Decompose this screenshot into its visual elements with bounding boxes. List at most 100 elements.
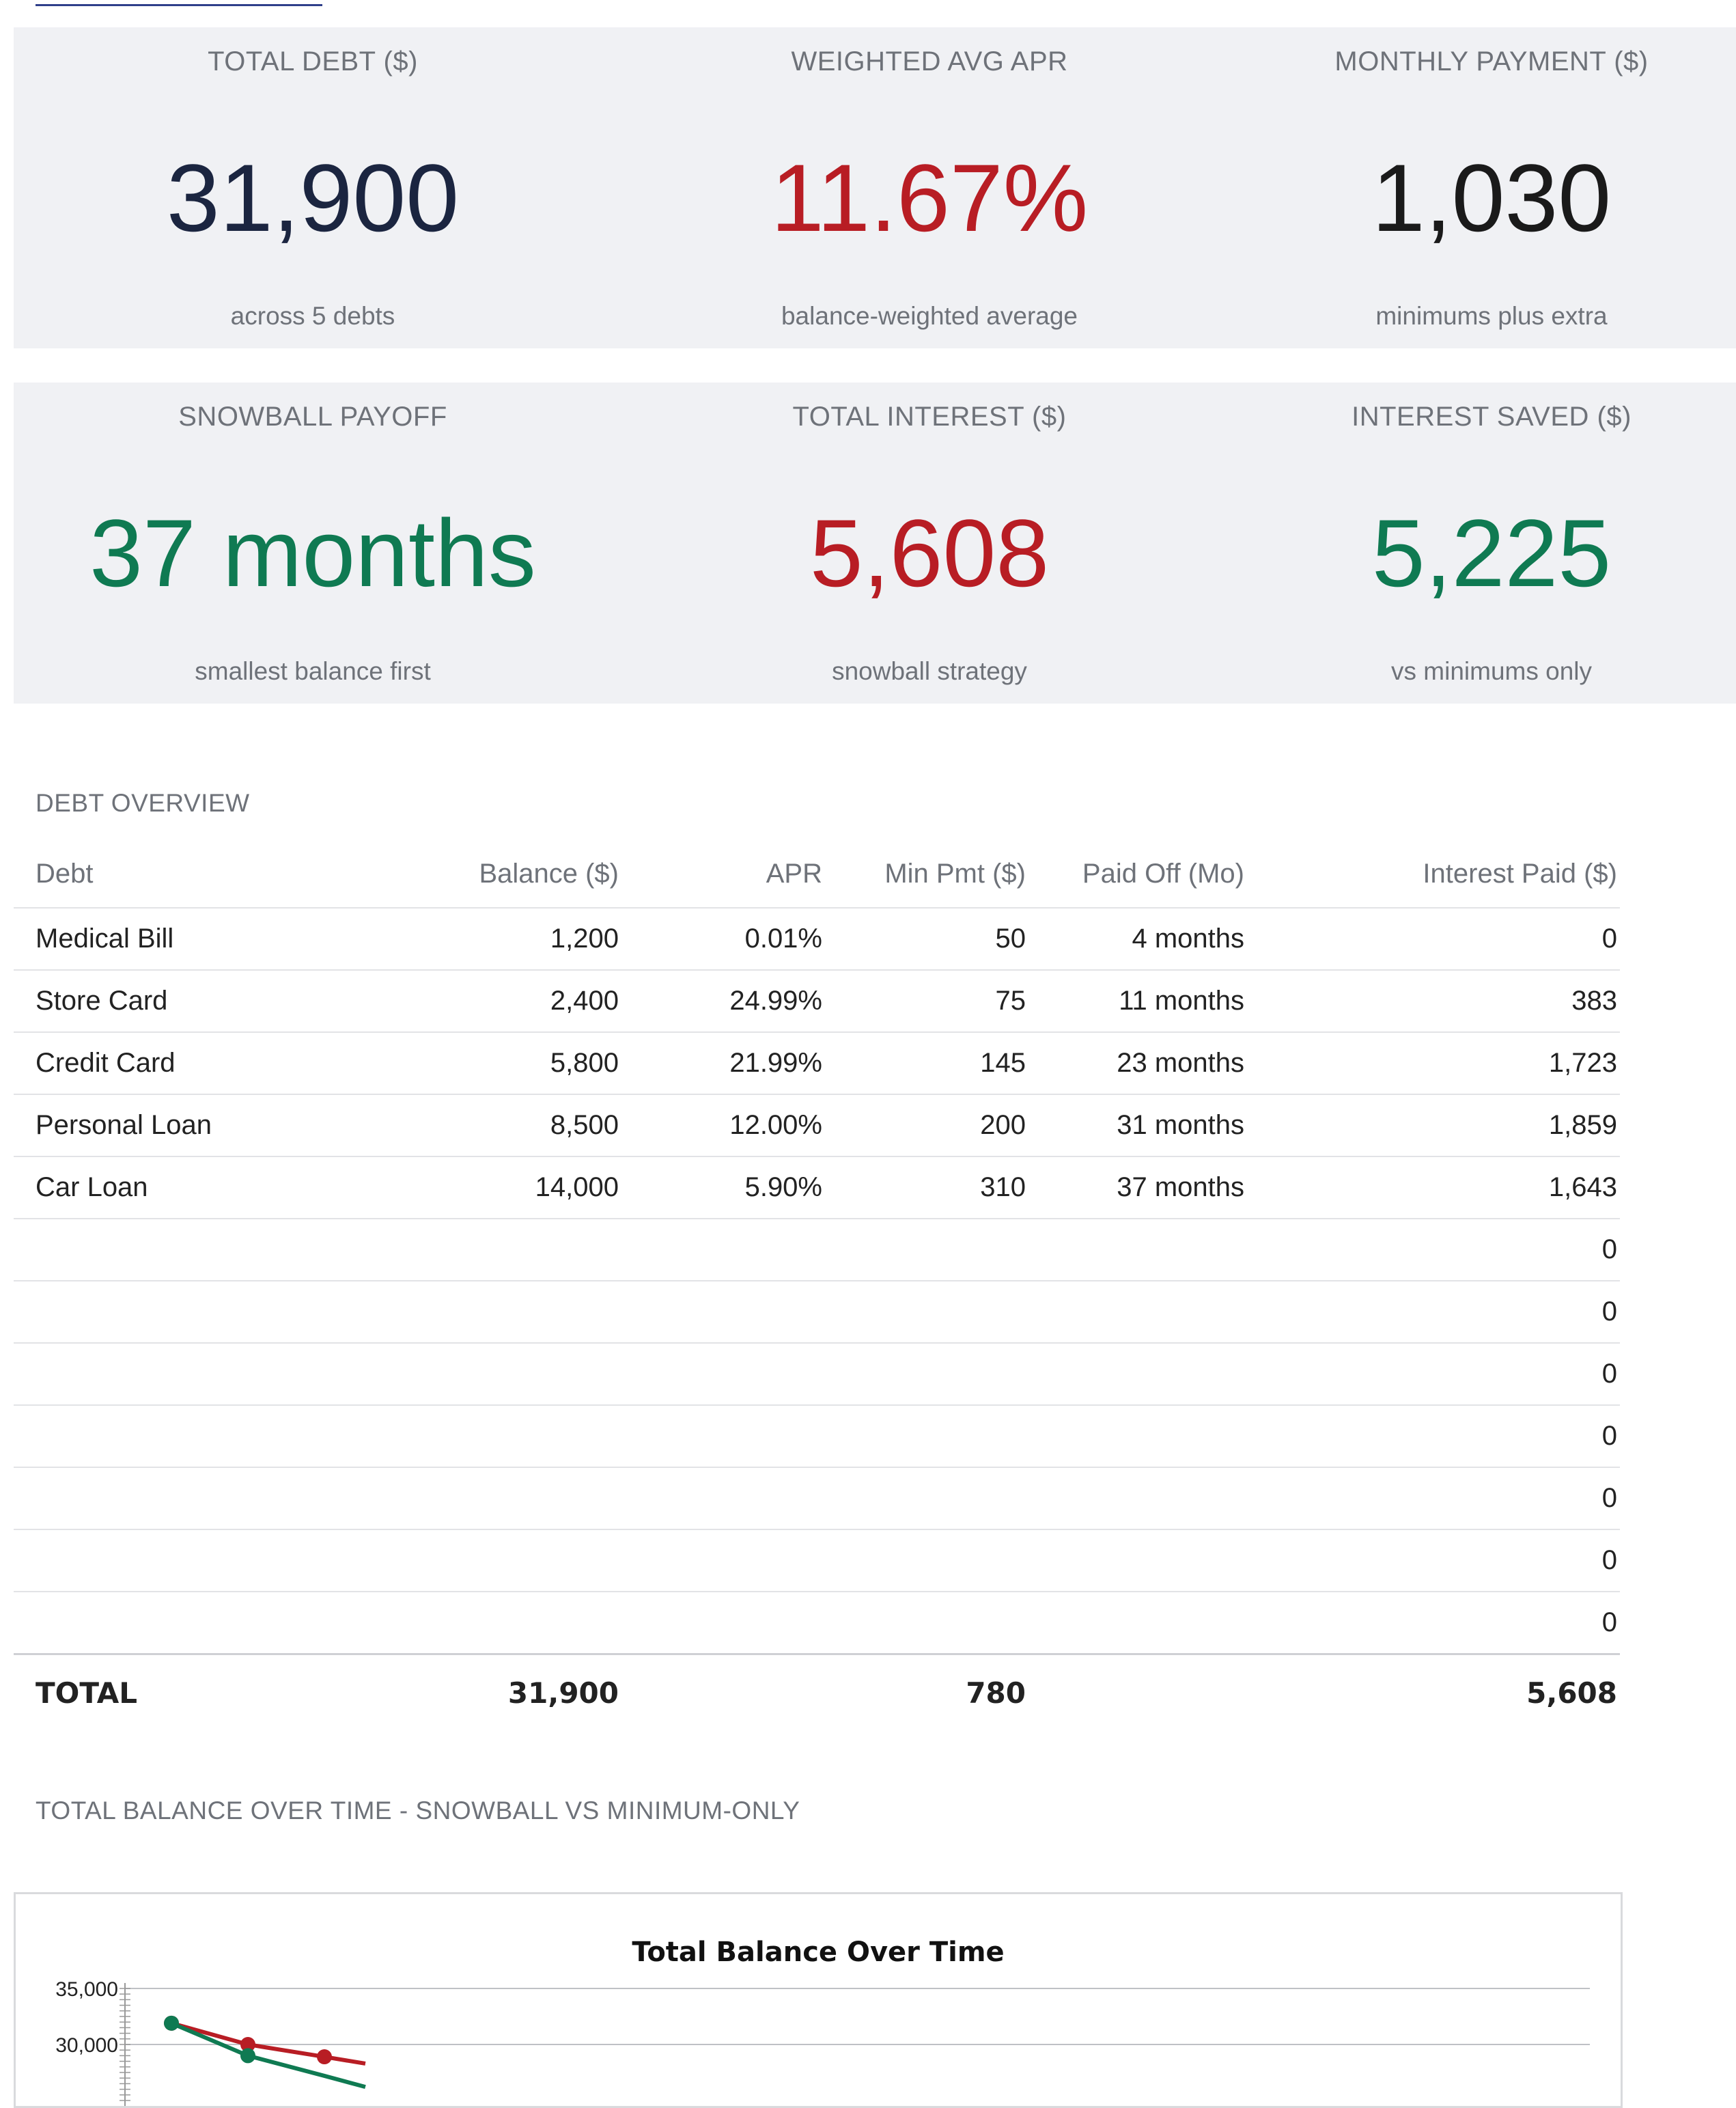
kpi-value: 31,900 xyxy=(166,144,460,251)
cell-debt: Credit Card xyxy=(14,1032,407,1095)
cell-paid-off: 11 months xyxy=(1028,970,1247,1033)
cell-min-pmt xyxy=(825,1592,1028,1655)
balance-chart: Total Balance Over Time 35,000 30,000 xyxy=(14,1892,1623,2108)
cell-min-pmt: 200 xyxy=(825,1094,1028,1157)
cell-interest: 0 xyxy=(1247,1592,1620,1655)
kpi-snowball-payoff: SNOWBALL PAYOFF 37 months smallest balan… xyxy=(14,383,612,704)
cell-min-pmt xyxy=(825,1405,1028,1468)
cell-apr: 24.99% xyxy=(621,970,825,1033)
kpi-value: 5,608 xyxy=(809,499,1050,607)
cell-apr xyxy=(621,1343,825,1406)
cell-paid-off xyxy=(1028,1467,1247,1530)
chart-plot: 35,000 30,000 xyxy=(55,1978,1590,2106)
table-row: 0 xyxy=(14,1592,1620,1655)
cell-interest: 0 xyxy=(1247,1405,1620,1468)
cell-balance: 8,500 xyxy=(407,1094,621,1157)
table-row: 0 xyxy=(14,1529,1620,1592)
column-header-apr: APR xyxy=(621,840,825,909)
cell-min-pmt: 50 xyxy=(825,908,1028,971)
kpi-value: 5,225 xyxy=(1371,499,1612,607)
cell-interest: 1,643 xyxy=(1247,1156,1620,1219)
cell-apr: 21.99% xyxy=(621,1032,825,1095)
cell-apr xyxy=(621,1529,825,1592)
kpi-value: 11.67% xyxy=(770,144,1089,251)
total-interest-paid: 5,608 xyxy=(1247,1653,1620,1730)
table-header-row: Debt Balance ($) APR Min Pmt ($) Paid Of… xyxy=(14,840,1620,909)
series-line-1 xyxy=(171,2021,366,2066)
table-row: 0 xyxy=(14,1467,1620,1530)
total-min-pmt: 780 xyxy=(825,1653,1028,1730)
kpi-interest-saved: INTEREST SAVED ($) 5,225 vs minimums onl… xyxy=(1247,383,1736,704)
data-point xyxy=(240,2037,255,2052)
kpi-subtext: smallest balance first xyxy=(195,657,431,685)
top-link-underline[interactable] xyxy=(36,0,322,6)
cell-apr: 5.90% xyxy=(621,1156,825,1219)
cell-balance xyxy=(407,1219,621,1281)
cell-paid-off xyxy=(1028,1405,1247,1468)
cell-paid-off: 4 months xyxy=(1028,908,1247,971)
column-header-min-pmt: Min Pmt ($) xyxy=(825,840,1028,909)
cell-apr xyxy=(621,1405,825,1468)
kpi-row-strategy: SNOWBALL PAYOFF 37 months smallest balan… xyxy=(14,383,1736,704)
table-total-row: TOTAL 31,900 780 5,608 xyxy=(14,1653,1620,1730)
table-row: 0 xyxy=(14,1219,1620,1281)
kpi-subtext: snowball strategy xyxy=(832,657,1027,685)
cell-apr xyxy=(621,1592,825,1655)
chart-title: Total Balance Over Time xyxy=(632,1937,1005,1968)
cell-debt xyxy=(14,1467,407,1530)
kpi-label: TOTAL DEBT ($) xyxy=(208,46,418,77)
data-point xyxy=(317,2049,332,2065)
total-paid-off-empty xyxy=(1028,1653,1247,1730)
kpi-subtext: vs minimums only xyxy=(1391,657,1592,685)
column-header-balance: Balance ($) xyxy=(407,840,621,909)
table-row: Car Loan 14,000 5.90% 310 37 months 1,643 xyxy=(14,1156,1620,1219)
y-tick-label: 30,000 xyxy=(55,2034,118,2057)
kpi-row-summary: TOTAL DEBT ($) 31,900 across 5 debts WEI… xyxy=(14,27,1736,348)
kpi-label: SNOWBALL PAYOFF xyxy=(178,402,447,432)
cell-balance xyxy=(407,1592,621,1655)
cell-balance: 5,800 xyxy=(407,1032,621,1095)
cell-interest: 0 xyxy=(1247,1219,1620,1281)
cell-min-pmt: 145 xyxy=(825,1032,1028,1095)
cell-apr: 0.01% xyxy=(621,908,825,971)
cell-min-pmt xyxy=(825,1343,1028,1406)
kpi-subtext: across 5 debts xyxy=(230,302,395,330)
cell-interest: 383 xyxy=(1247,970,1620,1033)
table-row: 0 xyxy=(14,1281,1620,1344)
cell-min-pmt xyxy=(825,1219,1028,1281)
kpi-label: TOTAL INTEREST ($) xyxy=(792,402,1067,432)
cell-interest: 0 xyxy=(1247,1467,1620,1530)
cell-debt xyxy=(14,1592,407,1655)
cell-debt xyxy=(14,1281,407,1344)
kpi-value: 37 months xyxy=(89,499,536,607)
cell-apr xyxy=(621,1281,825,1344)
cell-balance xyxy=(407,1405,621,1468)
cell-interest: 0 xyxy=(1247,1281,1620,1344)
kpi-label: WEIGHTED AVG APR xyxy=(791,46,1068,77)
cell-balance xyxy=(407,1529,621,1592)
table-row: 0 xyxy=(14,1343,1620,1406)
cell-apr: 12.00% xyxy=(621,1094,825,1157)
kpi-weighted-apr: WEIGHTED AVG APR 11.67% balance-weighted… xyxy=(612,27,1247,348)
cell-debt: Store Card xyxy=(14,970,407,1033)
cell-paid-off xyxy=(1028,1343,1247,1406)
kpi-label: MONTHLY PAYMENT ($) xyxy=(1334,46,1649,77)
cell-debt xyxy=(14,1405,407,1468)
cell-debt xyxy=(14,1219,407,1281)
kpi-total-interest: TOTAL INTEREST ($) 5,608 snowball strate… xyxy=(612,383,1247,704)
data-point xyxy=(240,2048,255,2064)
cell-paid-off xyxy=(1028,1592,1247,1655)
cell-paid-off xyxy=(1028,1281,1247,1344)
data-point xyxy=(164,2015,179,2031)
kpi-total-debt: TOTAL DEBT ($) 31,900 across 5 debts xyxy=(14,27,612,348)
total-balance: 31,900 xyxy=(407,1653,621,1730)
cell-apr xyxy=(621,1467,825,1530)
kpi-value: 1,030 xyxy=(1371,144,1612,251)
cell-debt xyxy=(14,1529,407,1592)
cell-paid-off: 37 months xyxy=(1028,1156,1247,1219)
cell-interest: 0 xyxy=(1247,1529,1620,1592)
series-line-2 xyxy=(170,2021,366,2090)
cell-interest: 0 xyxy=(1247,908,1620,971)
cell-debt xyxy=(14,1343,407,1406)
cell-interest: 1,859 xyxy=(1247,1094,1620,1157)
